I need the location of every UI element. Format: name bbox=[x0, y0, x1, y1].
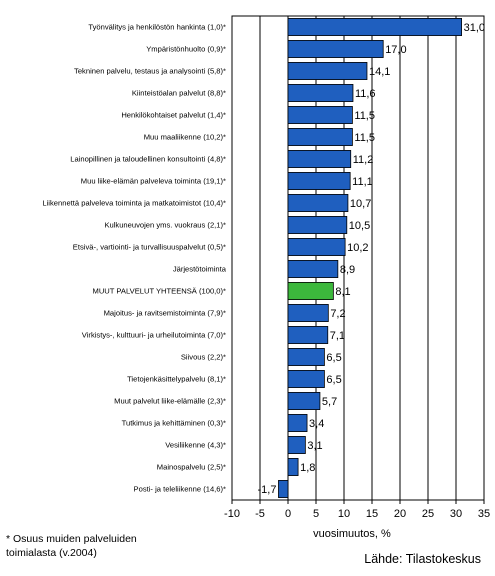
category-labels: Työnvälitys ja henkilöstön hankinta (1,0… bbox=[42, 23, 226, 494]
value-label: 8,9 bbox=[340, 264, 355, 276]
bar bbox=[287, 458, 299, 476]
value-label: 17,0 bbox=[385, 44, 406, 56]
x-tick-label: 30 bbox=[450, 508, 462, 520]
category-label: Etsivä-, vartiointi- ja turvallisuuspalv… bbox=[73, 243, 226, 252]
x-tick-labels: -10 -5 0 5 10 15 20 25 30 35 bbox=[224, 508, 490, 520]
value-label: 1,8 bbox=[300, 462, 315, 474]
category-label: Tietojenkäsittelypalvelu (8,1)* bbox=[127, 375, 226, 384]
bar bbox=[287, 62, 368, 80]
bar bbox=[287, 260, 339, 278]
bar bbox=[287, 392, 321, 410]
value-label: 7,1 bbox=[330, 330, 345, 342]
bar bbox=[287, 436, 306, 454]
x-tick-label: 0 bbox=[285, 508, 291, 520]
source-label: Lähde: Tilastokeskus bbox=[364, 552, 481, 566]
bar bbox=[287, 282, 334, 300]
value-label: 3,1 bbox=[307, 440, 322, 452]
x-tick-label: 35 bbox=[478, 508, 490, 520]
bar bbox=[287, 18, 463, 36]
x-tick-label: 10 bbox=[338, 508, 350, 520]
footnote-line-1: * Osuus muiden palveluiden bbox=[6, 533, 137, 545]
value-label: 11,1 bbox=[352, 176, 373, 188]
value-label: 5,7 bbox=[322, 396, 337, 408]
bar bbox=[287, 128, 353, 146]
value-label: 6,5 bbox=[326, 352, 341, 364]
category-label: Mainospalvelu (2,5)* bbox=[157, 463, 226, 472]
bar bbox=[287, 326, 329, 344]
bar bbox=[287, 348, 325, 366]
value-label: 7,2 bbox=[330, 308, 345, 320]
value-labels: 31,0 17,0 14,1 11,6 11,5 11,5 11,2 11,1 10,7 10,5… bbox=[258, 22, 486, 496]
category-label: Liikennettä palveleva toiminta ja matkat… bbox=[42, 199, 226, 208]
bar bbox=[287, 150, 352, 168]
category-label: Kulkuneuvojen yms. vuokraus (2,1)* bbox=[104, 221, 226, 230]
value-label: 10,7 bbox=[350, 198, 371, 210]
x-axis-title: vuosimuutos, % bbox=[313, 528, 391, 540]
bar bbox=[287, 194, 349, 212]
footnote-line-2: toimialasta (v.2004) bbox=[6, 547, 97, 559]
category-label: Lainopillinen ja taloudellinen konsultoi… bbox=[70, 155, 226, 164]
value-label: 14,1 bbox=[369, 66, 390, 78]
bar bbox=[287, 40, 384, 58]
value-label: -1,7 bbox=[258, 484, 277, 496]
x-tick-label: 5 bbox=[313, 508, 319, 520]
x-tick-label: -5 bbox=[255, 508, 265, 520]
x-tick-label: -10 bbox=[224, 508, 240, 520]
category-label: Työnvälitys ja henkilöstön hankinta (1,0… bbox=[88, 23, 226, 32]
category-label: Ympäristönhuolto (0,9)* bbox=[146, 45, 226, 54]
bar bbox=[287, 216, 348, 234]
value-label: 11,2 bbox=[353, 154, 374, 166]
bar bbox=[278, 480, 289, 498]
category-label: MUUT PALVELUT YHTEENSÄ (100,0)* bbox=[93, 287, 227, 296]
category-label: Vesiliikenne (4,3)* bbox=[165, 441, 226, 450]
category-label: Tutkimus ja kehittäminen (0,3)* bbox=[122, 419, 226, 428]
category-label: Majoitus- ja ravitsemistoiminta (7,9)* bbox=[104, 309, 226, 318]
category-label: Järjestötoiminta bbox=[173, 265, 227, 274]
category-label: Kiinteistöalan palvelut (8,8)* bbox=[132, 89, 226, 98]
value-label: 31,0 bbox=[464, 22, 485, 34]
category-label: Posti- ja teleliikenne (14,6)* bbox=[134, 485, 226, 494]
category-label: Henkilökohtaiset palvelut (1,4)* bbox=[121, 111, 226, 120]
bar bbox=[287, 304, 329, 322]
footnote: * Osuus muiden palveluiden toimialasta (… bbox=[6, 532, 137, 560]
bar bbox=[287, 238, 346, 256]
bars bbox=[278, 18, 463, 498]
bar bbox=[287, 106, 353, 124]
bar bbox=[287, 84, 354, 102]
value-label: 6,5 bbox=[326, 374, 341, 386]
bar bbox=[287, 370, 325, 388]
x-tick-label: 20 bbox=[394, 508, 406, 520]
category-label: Muu liike-elämän palveleva toiminta (19,… bbox=[81, 177, 226, 186]
x-tick-label: 15 bbox=[366, 508, 378, 520]
value-label: 11,6 bbox=[355, 88, 376, 100]
value-label: 11,5 bbox=[354, 132, 375, 144]
value-label: 10,2 bbox=[347, 242, 368, 254]
value-label: 3,4 bbox=[309, 418, 324, 430]
category-label: Virkistys-, kulttuuri- ja urheilutoimint… bbox=[82, 331, 226, 340]
value-label: 11,5 bbox=[354, 110, 375, 122]
category-label: Siivous (2,2)* bbox=[181, 353, 226, 362]
value-label: 8,1 bbox=[335, 286, 350, 298]
category-label: Muut palvelut liike-elämälle (2,3)* bbox=[114, 397, 226, 406]
category-label: Muu maaliikenne (10,2)* bbox=[144, 133, 226, 142]
category-label: Tekninen palvelu, testaus ja analysointi… bbox=[74, 67, 226, 76]
x-tick-label: 25 bbox=[422, 508, 434, 520]
bar bbox=[287, 414, 308, 432]
bar bbox=[287, 172, 351, 190]
value-label: 10,5 bbox=[349, 220, 370, 232]
